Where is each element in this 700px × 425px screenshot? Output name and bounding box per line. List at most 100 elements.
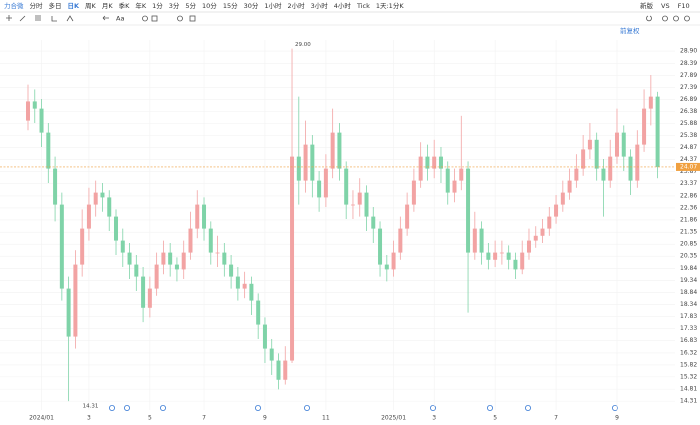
candle-body: [445, 168, 450, 193]
candle-body: [330, 132, 335, 169]
toolbar-tab[interactable]: 10分: [202, 1, 217, 10]
candle-body: [344, 168, 349, 205]
x-tick-label: 7: [554, 415, 558, 422]
candle-body: [154, 264, 159, 289]
candle-body: [188, 228, 193, 253]
candle-body: [114, 216, 119, 241]
candle-body: [425, 156, 430, 169]
toolbar-tab[interactable]: 5分: [185, 1, 196, 10]
y-tick-label: 14.81: [680, 386, 697, 393]
candle-body: [256, 300, 261, 325]
candle-body: [601, 168, 606, 181]
candle-body: [208, 228, 213, 253]
toolbar-tab[interactable]: 15分: [223, 1, 238, 10]
arrow-tool[interactable]: [102, 15, 109, 21]
candle-body: [73, 264, 78, 337]
candle-body: [107, 197, 112, 217]
top-right-item[interactable]: VS: [661, 2, 670, 10]
toolbar-tab[interactable]: 30分: [244, 1, 259, 10]
event-markers: [109, 404, 619, 411]
x-tick-label: 2024/01: [29, 415, 54, 422]
toolbar-tab[interactable]: 力合微: [4, 1, 24, 10]
candle-body: [66, 288, 71, 337]
toolbar-tab[interactable]: Tick: [356, 2, 370, 10]
candle-body: [215, 252, 220, 254]
toolbar-tab[interactable]: 3分: [169, 1, 180, 10]
line-tool[interactable]: [19, 15, 26, 22]
candle-body: [181, 252, 186, 270]
toolbar-tab[interactable]: 周K: [85, 2, 97, 10]
pattern-tool[interactable]: [66, 15, 74, 22]
candle-body: [161, 252, 166, 265]
candle-body: [493, 252, 498, 260]
toolbar-tab[interactable]: 1小时: [264, 1, 282, 10]
candle-body: [249, 283, 254, 301]
candle-body: [222, 252, 227, 265]
redo-button[interactable]: [662, 15, 668, 22]
candle-body: [499, 252, 504, 254]
brush-tool[interactable]: [142, 15, 148, 22]
delete-tool[interactable]: [189, 15, 196, 22]
y-tick-label: 24.87: [680, 144, 697, 151]
channel-tool[interactable]: [51, 16, 57, 22]
candle-body: [242, 283, 247, 289]
magnet-tool[interactable]: [151, 15, 158, 22]
x-tick-label: 5: [148, 415, 152, 422]
candle-body: [86, 204, 91, 229]
toolbar-tab[interactable]: 3小时: [311, 1, 329, 10]
hline-tool[interactable]: [35, 15, 41, 21]
top-right-item[interactable]: F10: [678, 2, 690, 10]
candle-body: [120, 240, 125, 253]
candle-body: [560, 192, 565, 205]
y-tick-label: 27.89: [680, 72, 697, 79]
toolbar-tab[interactable]: 多日: [49, 1, 62, 10]
candle-body: [466, 168, 471, 253]
candle-body: [276, 360, 281, 380]
y-tick-label: 16.32: [680, 349, 697, 356]
candle-body: [235, 276, 240, 289]
y-tick-label: 26.38: [680, 108, 697, 115]
candle-body: [614, 132, 619, 157]
x-tick-label: 9: [263, 415, 267, 422]
candle-body: [506, 252, 511, 260]
x-tick-label: 2025/01: [381, 415, 406, 422]
candle-body: [317, 180, 322, 198]
toolbar-tab[interactable]: 日K: [68, 2, 81, 10]
candle-body: [127, 252, 132, 265]
toolbar-tab[interactable]: 季K: [119, 1, 131, 10]
text-tool[interactable]: Aa: [116, 15, 124, 23]
toolbar-tab[interactable]: 1分: [152, 1, 163, 10]
undo-button[interactable]: [646, 15, 652, 22]
toolbar-tab[interactable]: 4小时: [334, 1, 352, 10]
toolbar-tab[interactable]: 1天:1分K: [376, 1, 404, 10]
candle-body: [391, 252, 396, 270]
candle-body: [147, 288, 152, 308]
toolbar-tab[interactable]: 2小时: [288, 1, 306, 10]
top-right-item[interactable]: 新版: [640, 1, 654, 10]
zoom-in-button[interactable]: [684, 15, 690, 22]
max-label: 29.00: [295, 42, 311, 48]
candle-body: [384, 264, 389, 270]
adjust-mode[interactable]: 前复权: [620, 26, 640, 35]
toolbar-tab[interactable]: 月K: [102, 2, 114, 10]
y-tick-label: 18.34: [680, 301, 697, 308]
candle-body: [621, 132, 626, 157]
toolbar-tab[interactable]: 年K: [135, 1, 147, 10]
candle-body: [100, 192, 105, 198]
candle-body: [229, 264, 234, 277]
candle-body: [438, 156, 443, 169]
toolbar-tab[interactable]: 分时: [30, 1, 44, 10]
x-tick-label: 11: [322, 415, 330, 422]
candle-body: [635, 144, 640, 181]
candle-body: [405, 204, 410, 229]
y-tick-label: 23.37: [680, 180, 697, 187]
eye-tool[interactable]: [177, 15, 183, 22]
candle-body: [290, 156, 295, 361]
drawing-tools[interactable]: [6, 15, 690, 22]
x-tick-label: 5: [493, 415, 497, 422]
candle-body: [303, 144, 308, 181]
crosshair-tool[interactable]: [6, 15, 12, 21]
candle-body: [520, 252, 525, 270]
candle-body: [452, 180, 457, 193]
zoom-out-button[interactable]: [673, 15, 679, 22]
